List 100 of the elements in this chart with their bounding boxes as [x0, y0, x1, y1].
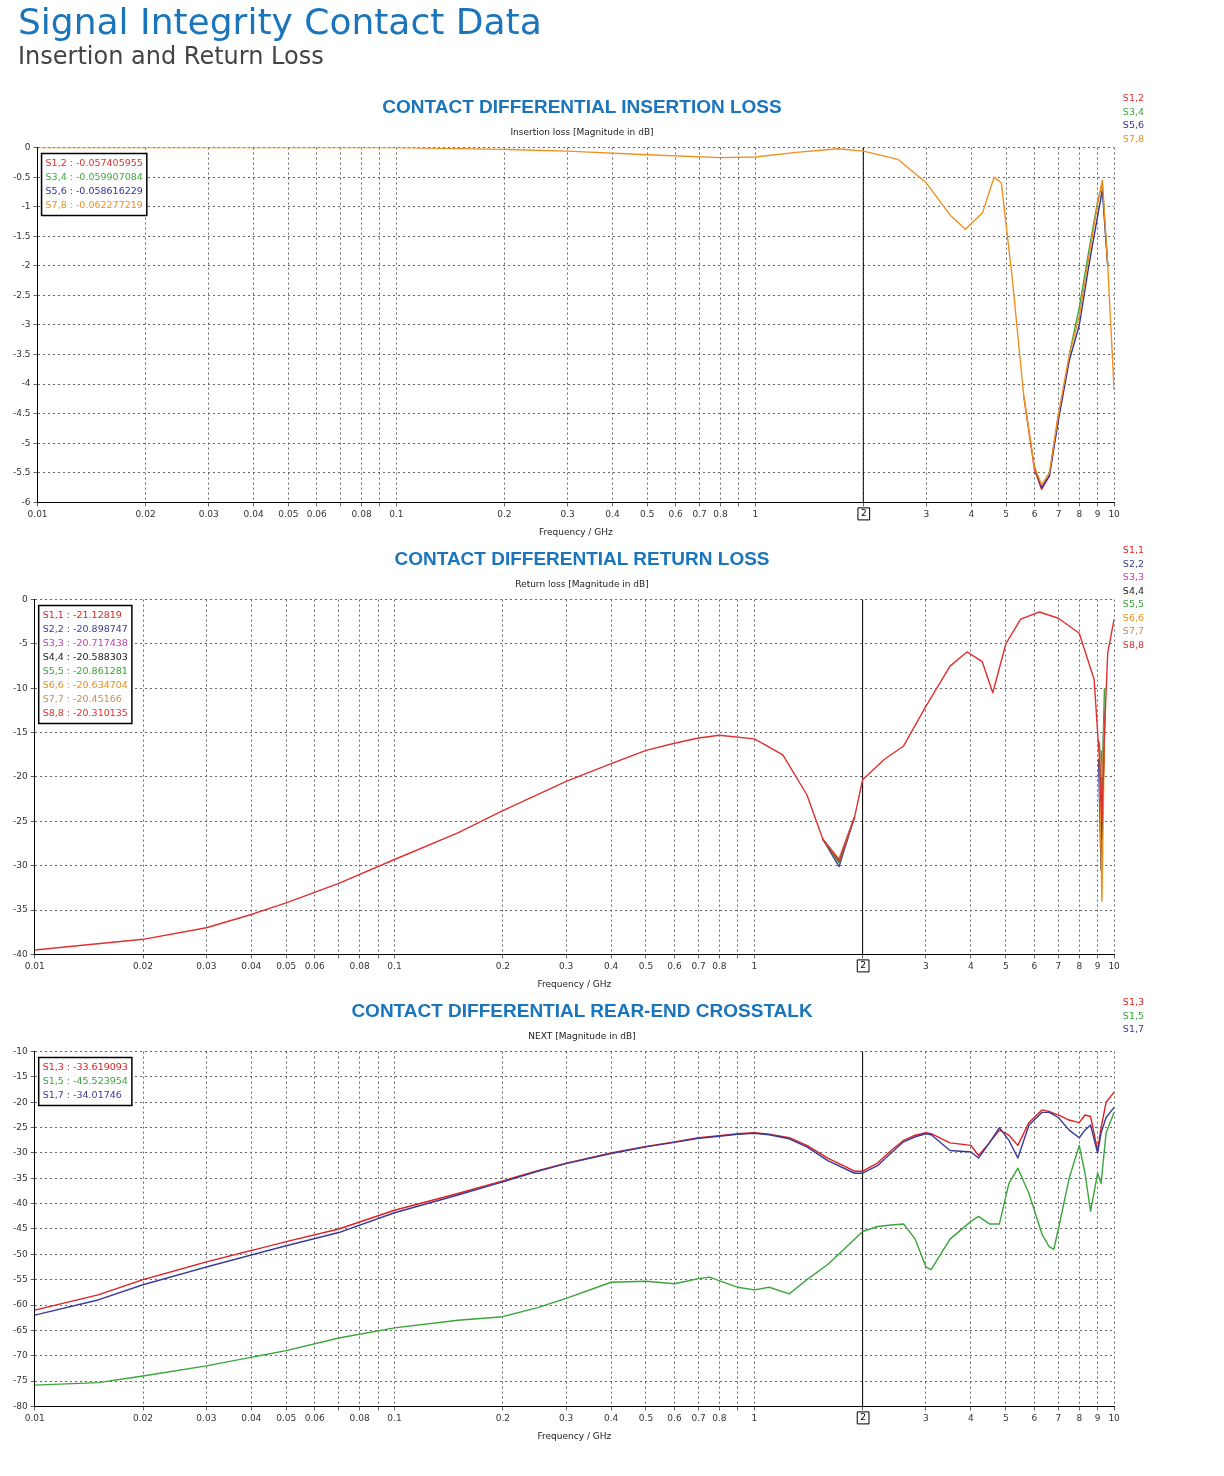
x-tick-label: 1: [752, 509, 759, 520]
annotation: S1,5 : -45.523954: [42, 1075, 128, 1087]
x-tick-label: 6: [1031, 509, 1038, 520]
text: S7,7: [1122, 625, 1144, 637]
x-tick-label: 0.3: [560, 509, 575, 520]
text: S1,3: [1122, 996, 1144, 1008]
x-tick-label: 8: [1076, 961, 1083, 972]
x-tick-label: 0.06: [306, 509, 328, 520]
y-tick-label: -3: [21, 319, 31, 330]
ref-line-label: 2: [860, 508, 867, 519]
x-axis-title: Frequency / GHz: [537, 978, 612, 989]
x-tick-label: 0.1: [389, 509, 404, 520]
x-tick-label: 5: [1003, 509, 1009, 520]
x-tick-label: 0.01: [24, 961, 45, 972]
chart-subtitle: Insertion loss [Magnitude in dB]: [510, 126, 654, 137]
x-tick-label: 0.02: [135, 509, 156, 520]
annotation: S6,6 : -20.634704: [42, 679, 128, 691]
text: S2,2: [1122, 557, 1144, 569]
x-axis-title: Frequency / GHz: [538, 526, 613, 537]
y-tick-label: -30: [13, 1147, 28, 1158]
y-tick-label: -6: [21, 496, 31, 507]
ref-line-label: 2: [860, 1412, 866, 1423]
text: S1,5: [1122, 1009, 1144, 1021]
x-tick-label: 9: [1094, 1413, 1101, 1424]
x-tick-label: 0.04: [241, 961, 262, 972]
annotation: S3,3 : -20.717438: [42, 637, 128, 649]
x-tick-label: 0.8: [712, 1413, 727, 1424]
y-tick-label: -35: [13, 904, 28, 915]
x-tick-label: 8: [1076, 1413, 1083, 1424]
x-tick-label: 0.05: [276, 1413, 297, 1424]
y-tick-label: -1.5: [13, 230, 31, 241]
x-tick-label: 0.03: [196, 961, 217, 972]
x-tick-label: 0.5: [640, 509, 655, 520]
y-tick-label: -55: [13, 1274, 28, 1285]
x-tick-label: 0.4: [603, 1413, 619, 1424]
x-tick-label: 0.7: [692, 509, 707, 520]
y-tick-label: -2.5: [13, 289, 31, 300]
annotation: S5,6 : -0.058616229: [45, 185, 143, 197]
text: S1,7: [1122, 1023, 1144, 1035]
annotation: S1,7 : -34.01746: [42, 1089, 122, 1101]
y-tick-label: -25: [13, 815, 28, 826]
text: S1,2: [1122, 92, 1144, 104]
y-tick-label: -35: [13, 1172, 28, 1183]
y-tick-label: -3.5: [13, 348, 31, 359]
text: S5,5: [1122, 598, 1144, 610]
x-tick-label: 0.08: [349, 961, 370, 972]
x-tick-label: 3: [923, 509, 930, 520]
y-tick-label: -1: [21, 201, 31, 212]
x-tick-label: 0.7: [691, 1413, 706, 1424]
x-tick-label: 0.08: [349, 1413, 370, 1424]
y-tick-label: -15: [13, 1071, 28, 1082]
x-axis-title: Frequency / GHz: [537, 1430, 612, 1441]
annotation: S8,8 : -20.310135: [42, 707, 128, 719]
x-tick-label: 0.7: [691, 961, 706, 972]
y-tick-label: -30: [13, 860, 28, 871]
x-tick-label: 0.8: [713, 509, 728, 520]
x-tick-label: 0.4: [603, 961, 619, 972]
chart-subtitle: NEXT [Magnitude in dB]: [528, 1030, 636, 1041]
chart-title: CONTACT DIFFERENTIAL REAR-END CROSSTALK: [351, 999, 813, 1021]
text: S1,1: [1122, 544, 1144, 556]
x-tick-label: 6: [1031, 961, 1038, 972]
x-tick-label: 0.1: [387, 961, 402, 972]
x-tick-label: 0.6: [667, 1413, 682, 1424]
x-tick-label: 5: [1002, 1413, 1009, 1424]
y-tick-label: -80: [13, 1400, 28, 1411]
annotation: S1,3 : -33.619093: [42, 1061, 128, 1073]
x-tick-label: 10: [1108, 509, 1121, 520]
chart-title: CONTACT DIFFERENTIAL INSERTION LOSS: [382, 95, 782, 117]
x-tick-label: 9: [1094, 509, 1101, 520]
x-tick-label: 4: [968, 509, 975, 520]
y-tick-label: -4.5: [13, 408, 31, 419]
text: S5,6: [1122, 119, 1144, 131]
x-tick-label: 0.06: [304, 961, 325, 972]
x-tick-label: 0.2: [495, 1413, 510, 1424]
y-tick-label: -0.5: [13, 171, 31, 182]
x-tick-label: 0.03: [196, 1413, 217, 1424]
y-tick-label: -4: [21, 378, 31, 389]
x-tick-label: 0.6: [667, 961, 682, 972]
text: S3,3: [1122, 571, 1144, 583]
y-tick-label: -2: [21, 260, 31, 271]
x-tick-label: 1: [751, 1413, 758, 1424]
series-label: S8,8: [1122, 638, 1144, 650]
x-tick-label: 0.02: [132, 961, 154, 972]
x-tick-label: 6: [1031, 1413, 1038, 1424]
y-tick-label: -50: [13, 1248, 28, 1259]
x-tick-label: 7: [1055, 509, 1062, 520]
x-tick-label: 3: [923, 1413, 929, 1424]
x-tick-label: 0.01: [24, 1413, 45, 1424]
annotation: S7,7 : -20.45166: [42, 693, 122, 705]
y-tick-label: -40: [13, 948, 28, 959]
text: Insertion and Return Loss: [17, 42, 325, 70]
y-tick-label: -60: [13, 1299, 28, 1310]
annotation: S5,5 : -20.861281: [42, 665, 128, 677]
y-tick-label: -10: [13, 682, 28, 693]
annotation: S7,8 : -0.062277219: [45, 199, 143, 211]
y-tick-label: 0: [24, 141, 31, 152]
x-tick-label: 0.3: [559, 1413, 574, 1424]
text: S7,8: [1122, 132, 1144, 144]
annotation: S3,4 : -0.059907084: [45, 171, 143, 183]
y-tick-label: -5: [21, 437, 31, 448]
